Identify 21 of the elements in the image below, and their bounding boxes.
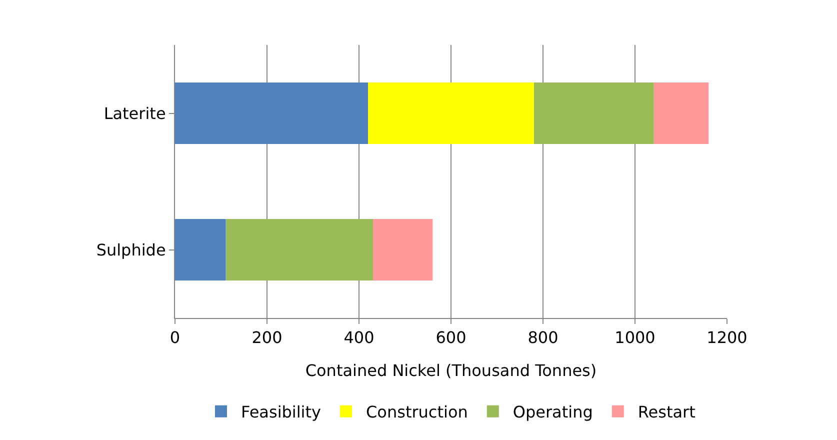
legend-label: Operating [512,402,593,422]
legend-label: Restart [638,402,696,422]
bar [368,82,534,144]
bar [175,219,226,280]
y-tick-label: Sulphide [96,240,166,260]
x-tick-label: 400 [344,328,374,348]
x-axis-title: Contained Nickel (Thousand Tonnes) [305,361,597,380]
y-tick-label: Laterite [104,104,166,123]
bar [653,82,709,144]
bar [226,219,373,280]
bar [534,82,654,144]
x-tick-label: 200 [252,328,282,348]
x-tick-label: 0 [170,328,180,348]
x-tick-label: 800 [528,328,558,348]
x-tick-label: 1200 [706,328,748,348]
x-tick-label: 1000 [614,328,656,348]
bar [372,219,433,280]
x-tick-label: 600 [436,328,466,348]
bar [175,82,368,144]
legend-label: Construction [366,402,468,422]
legend-label: Feasibility [241,402,321,422]
